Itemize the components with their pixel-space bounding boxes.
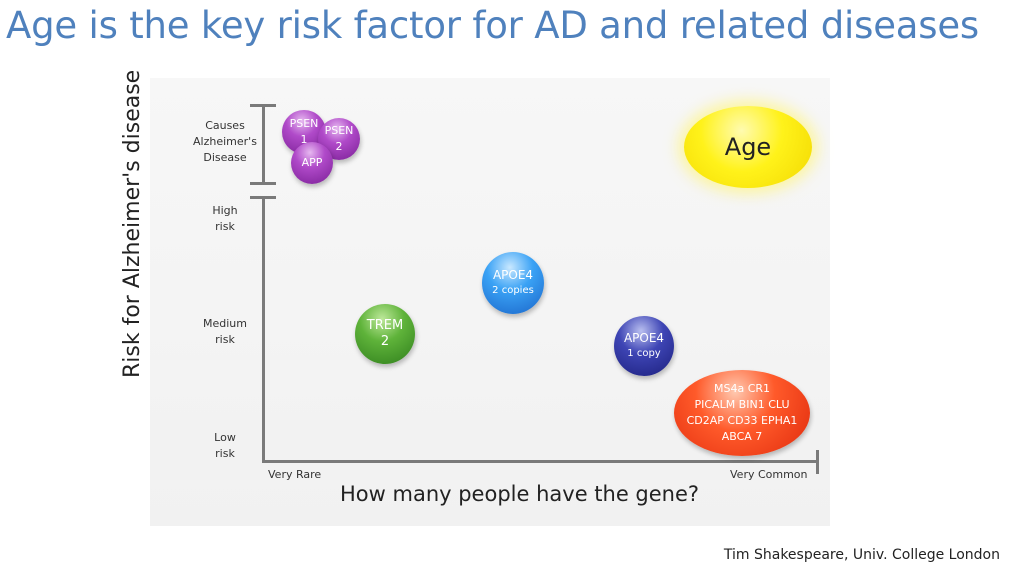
y-axis-upper-segment xyxy=(262,104,265,184)
y-tick-medium: Medium risk xyxy=(190,316,260,348)
bubble-cluster-line1: MS4a CR1 xyxy=(713,382,771,395)
y-tick-high-line2: risk xyxy=(215,220,235,233)
bubble-cluster-line3: CD2AP CD33 EPHA1 xyxy=(686,414,798,427)
x-axis-label: How many people have the gene? xyxy=(340,482,700,506)
x-tick-very-rare: Very Rare xyxy=(268,468,322,481)
bubble-apoe4-2-line2: 2 copies xyxy=(492,285,534,296)
bubble-cluster-line2: PICALM BIN1 CLU xyxy=(694,398,790,411)
bubble-psen2-line2: 2 xyxy=(335,140,343,153)
bubble-trem2: TREM 2 xyxy=(355,304,415,364)
y-tick-medium-line1: Medium xyxy=(203,317,247,330)
x-axis xyxy=(262,460,818,463)
y-axis-upper-top-cap xyxy=(250,104,276,107)
bubble-psen1-line2: 1 xyxy=(300,133,308,146)
y-tick-causes-line2: Alzheimer's xyxy=(193,135,257,148)
slide-title: Age is the key risk factor for AD and re… xyxy=(6,4,979,47)
y-tick-causes-line1: Causes xyxy=(205,119,245,132)
y-tick-low-line2: risk xyxy=(215,447,235,460)
x-axis-end-cap xyxy=(816,450,819,474)
y-tick-high-line1: High xyxy=(212,204,238,217)
bubble-apoe4-2-line1: APOE4 xyxy=(492,268,534,282)
credit-text: Tim Shakespeare, Univ. College London xyxy=(723,547,1000,563)
y-axis-upper-bottom-cap xyxy=(250,182,276,185)
bubble-age: Age xyxy=(684,106,812,188)
y-axis-label: Risk for Alzheimer's disease xyxy=(120,69,145,378)
x-tick-very-common: Very Common xyxy=(730,468,808,481)
bubble-apoe4-1-line2: 1 copy xyxy=(627,348,661,359)
bubble-trem2-line1: TREM xyxy=(366,318,404,333)
bubble-age-label: Age xyxy=(724,133,772,161)
bubble-common-variants: MS4a CR1 PICALM BIN1 CLU CD2AP CD33 EPHA… xyxy=(674,370,810,456)
y-tick-causes: Causes Alzheimer's Disease xyxy=(190,118,260,166)
y-axis-lower-segment xyxy=(262,196,265,462)
bubble-apoe4-1-line1: APOE4 xyxy=(623,331,665,345)
risk-diagram: Risk for Alzheimer's disease Causes Alzh… xyxy=(120,70,830,526)
bubble-app-line1: APP xyxy=(301,156,323,169)
bubble-apoe4-1-copy: APOE4 1 copy xyxy=(614,316,674,376)
y-tick-causes-line3: Disease xyxy=(203,151,247,164)
bubble-cluster-line4: ABCA 7 xyxy=(721,430,763,443)
y-tick-low-line1: Low xyxy=(214,431,236,444)
bubble-psen1-line1: PSEN xyxy=(289,117,319,130)
y-tick-low: Low risk xyxy=(190,430,260,462)
bubble-psen2-line1: PSEN xyxy=(324,124,354,137)
y-axis-lower-top-cap xyxy=(250,196,276,199)
bubble-app: APP xyxy=(291,142,333,184)
y-tick-high: High risk xyxy=(190,203,260,235)
y-tick-medium-line2: risk xyxy=(215,333,235,346)
bubble-apoe4-2-copies: APOE4 2 copies xyxy=(482,252,544,314)
bubble-trem2-line2: 2 xyxy=(380,334,390,349)
